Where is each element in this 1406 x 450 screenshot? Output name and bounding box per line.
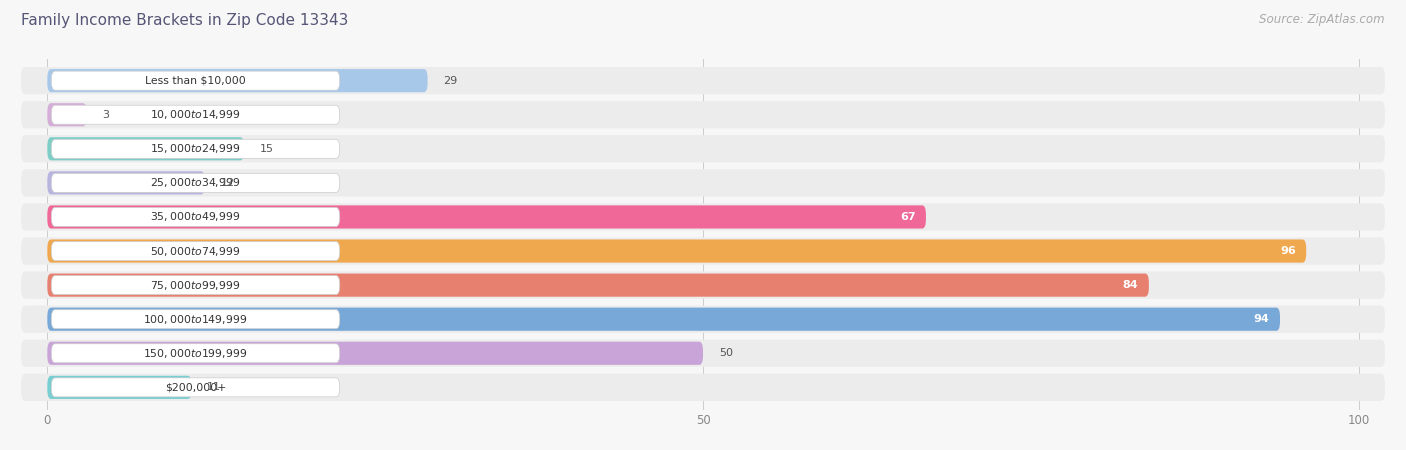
Text: 15: 15 <box>260 144 274 154</box>
FancyBboxPatch shape <box>51 207 340 226</box>
Text: 67: 67 <box>900 212 915 222</box>
Text: $50,000 to $74,999: $50,000 to $74,999 <box>150 244 240 257</box>
FancyBboxPatch shape <box>48 274 1149 297</box>
FancyBboxPatch shape <box>48 205 927 229</box>
Text: $10,000 to $14,999: $10,000 to $14,999 <box>150 108 240 121</box>
FancyBboxPatch shape <box>21 203 1385 230</box>
FancyBboxPatch shape <box>21 101 1385 128</box>
FancyBboxPatch shape <box>48 376 191 399</box>
FancyBboxPatch shape <box>51 275 340 295</box>
FancyBboxPatch shape <box>21 67 1385 94</box>
FancyBboxPatch shape <box>21 169 1385 197</box>
FancyBboxPatch shape <box>48 69 427 92</box>
FancyBboxPatch shape <box>21 374 1385 401</box>
FancyBboxPatch shape <box>48 171 205 194</box>
Text: 84: 84 <box>1123 280 1139 290</box>
Text: Family Income Brackets in Zip Code 13343: Family Income Brackets in Zip Code 13343 <box>21 14 349 28</box>
FancyBboxPatch shape <box>21 306 1385 333</box>
FancyBboxPatch shape <box>48 342 703 365</box>
Text: $200,000+: $200,000+ <box>165 382 226 392</box>
FancyBboxPatch shape <box>48 308 1279 331</box>
FancyBboxPatch shape <box>48 103 87 126</box>
FancyBboxPatch shape <box>21 238 1385 265</box>
FancyBboxPatch shape <box>48 239 1306 263</box>
Text: $15,000 to $24,999: $15,000 to $24,999 <box>150 142 240 155</box>
Text: 12: 12 <box>221 178 235 188</box>
FancyBboxPatch shape <box>21 271 1385 299</box>
FancyBboxPatch shape <box>51 310 340 328</box>
Text: 11: 11 <box>207 382 221 392</box>
Text: 50: 50 <box>718 348 733 358</box>
FancyBboxPatch shape <box>21 340 1385 367</box>
FancyBboxPatch shape <box>51 71 340 90</box>
FancyBboxPatch shape <box>51 242 340 261</box>
Text: 3: 3 <box>103 110 110 120</box>
FancyBboxPatch shape <box>48 137 245 160</box>
Text: $35,000 to $49,999: $35,000 to $49,999 <box>150 211 240 224</box>
FancyBboxPatch shape <box>51 344 340 363</box>
Text: $100,000 to $149,999: $100,000 to $149,999 <box>143 313 247 326</box>
FancyBboxPatch shape <box>51 173 340 193</box>
Text: 94: 94 <box>1254 314 1270 324</box>
FancyBboxPatch shape <box>51 140 340 158</box>
Text: Less than $10,000: Less than $10,000 <box>145 76 246 86</box>
Text: $75,000 to $99,999: $75,000 to $99,999 <box>150 279 240 292</box>
Text: Source: ZipAtlas.com: Source: ZipAtlas.com <box>1260 14 1385 27</box>
Text: 29: 29 <box>443 76 457 86</box>
FancyBboxPatch shape <box>21 135 1385 162</box>
Text: $25,000 to $34,999: $25,000 to $34,999 <box>150 176 240 189</box>
Text: $150,000 to $199,999: $150,000 to $199,999 <box>143 347 247 360</box>
FancyBboxPatch shape <box>51 378 340 397</box>
Text: 96: 96 <box>1279 246 1296 256</box>
FancyBboxPatch shape <box>51 105 340 124</box>
